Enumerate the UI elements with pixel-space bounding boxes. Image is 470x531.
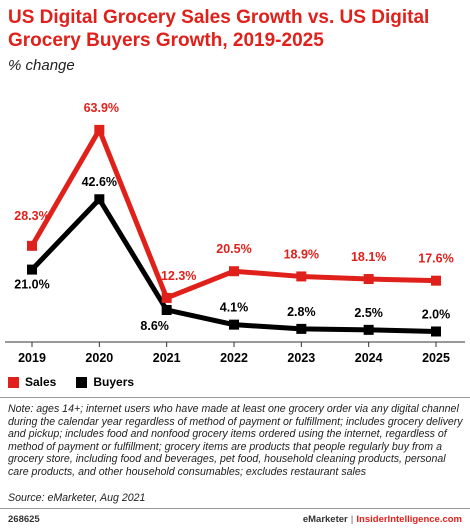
legend-swatch-sales [8, 376, 19, 388]
line-chart: 2019 2020 2021 2022 2023 2024 2025 21.0% 42.6% 8… [5, 101, 465, 365]
legend-label-buyers: Buyers [93, 375, 135, 389]
data-point-buyers [94, 194, 105, 205]
x-tick-label: 2024 [355, 351, 383, 365]
data-point-sales [229, 266, 239, 277]
data-point-sales [296, 271, 307, 282]
chart-note: Note: ages 14+; internet users who have … [8, 403, 463, 478]
data-label-buyers: 2.5% [354, 306, 383, 320]
x-tick-label: 2021 [153, 351, 181, 365]
x-tick-label: 2022 [220, 351, 248, 365]
data-point-sales [27, 240, 37, 251]
data-label-sales: 28.3% [14, 209, 49, 223]
legend-item-buyers: Buyers [76, 375, 134, 389]
data-point-sales [161, 292, 172, 303]
data-point-buyers [161, 304, 172, 315]
data-label-buyers: 21.0% [14, 278, 49, 292]
data-point-buyers [431, 326, 441, 337]
x-tick-label: 2025 [422, 351, 450, 365]
data-point-buyers [363, 324, 374, 335]
legend-item-sales: Sales [8, 375, 56, 389]
brand-footer: eMarketer | InsiderIntelligence.com [303, 514, 462, 525]
legend-swatch-buyers [76, 376, 88, 388]
data-label-sales: 12.3% [161, 269, 196, 283]
data-point-buyers [229, 319, 239, 330]
x-tick-label: 2020 [85, 351, 113, 365]
data-label-sales: 20.5% [216, 242, 251, 256]
data-point-buyers [27, 264, 37, 275]
data-label-buyers: 4.1% [220, 301, 249, 315]
x-tick-label: 2023 [287, 351, 315, 365]
footer-divider [0, 508, 470, 509]
data-label-buyers: 2.8% [287, 305, 316, 319]
data-label-sales: 18.1% [351, 250, 386, 264]
chart-id: 268625 [8, 514, 40, 525]
chart-subtitle: % change [8, 57, 75, 74]
brand-site: InsiderIntelligence.com [356, 514, 462, 525]
data-point-sales [431, 275, 441, 286]
data-point-sales [94, 124, 105, 135]
data-label-sales: 63.9% [84, 101, 119, 115]
x-tick-label: 2019 [18, 351, 46, 365]
chart-legend: Sales Buyers [8, 374, 154, 390]
data-label-buyers: 42.6% [82, 175, 117, 189]
data-label-sales: 18.9% [284, 247, 319, 261]
brand-separator: | [350, 514, 354, 525]
data-point-buyers [296, 323, 307, 334]
data-label-buyers: 2.0% [422, 307, 451, 321]
brand-name: eMarketer [302, 514, 348, 525]
note-divider [0, 397, 470, 398]
legend-label-sales: Sales [25, 375, 57, 389]
data-label-buyers: 8.6% [140, 319, 169, 333]
data-point-sales [363, 274, 374, 285]
data-label-sales: 17.6% [418, 252, 453, 266]
chart-title: US Digital Grocery Sales Growth vs. US D… [8, 7, 430, 51]
chart-source: Source: eMarketer, Aug 2021 [8, 492, 146, 504]
